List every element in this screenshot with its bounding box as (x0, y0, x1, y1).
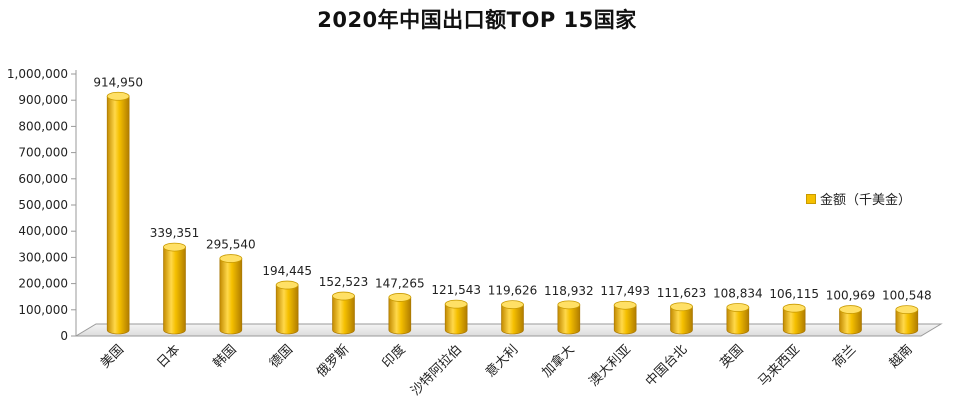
data-label: 339,351 (150, 226, 200, 240)
x-tick-label: 俄罗斯 (314, 342, 352, 380)
bar (163, 246, 186, 335)
bar (444, 303, 468, 335)
x-tick-label: 中国台北 (643, 342, 690, 389)
bar (106, 95, 130, 335)
bar-top (726, 303, 750, 312)
bar (388, 297, 412, 335)
data-label: 106,115 (769, 287, 819, 301)
x-tick-label: 意大利 (482, 342, 521, 381)
x-tick-label: 英国 (718, 342, 747, 371)
bar-top (444, 299, 468, 309)
y-tick-label: 100,000 (18, 303, 68, 317)
y-tick-label: 800,000 (18, 119, 68, 133)
bar (557, 304, 581, 335)
legend-label: 金额（千美金） (820, 193, 912, 208)
x-tick-label: 印度 (379, 342, 409, 372)
bar (613, 304, 637, 335)
x-tick-label: 越南 (886, 342, 916, 372)
bar (839, 309, 862, 335)
bar (332, 295, 355, 335)
bar-top (275, 280, 299, 290)
bar-top (670, 302, 693, 312)
data-label: 108,834 (713, 286, 763, 300)
x-tick-label: 韩国 (211, 342, 240, 371)
x-tick-label: 加拿大 (539, 342, 578, 381)
bar (670, 306, 693, 335)
y-tick-label: 400,000 (18, 224, 68, 238)
y-tick-label: 600,000 (18, 172, 68, 186)
data-label: 111,623 (657, 286, 707, 300)
y-tick-label: 900,000 (18, 93, 68, 107)
bar-top (839, 305, 862, 314)
data-label: 100,969 (826, 289, 876, 303)
y-tick-label: 1,000,000 (7, 67, 68, 81)
data-label: 914,950 (93, 75, 143, 89)
bar (219, 258, 243, 335)
chart-title: 2020年中国出口额TOP 15国家 (317, 8, 637, 32)
bar-top (163, 242, 186, 252)
x-tick-label: 马来西亚 (756, 342, 803, 389)
data-label: 119,626 (488, 284, 538, 298)
x-tick-label: 日本 (154, 342, 183, 371)
bar-top (219, 254, 243, 263)
data-label: 295,540 (206, 238, 256, 252)
bar-top (782, 303, 806, 313)
bar (782, 307, 806, 335)
bar-top (895, 305, 919, 315)
data-label: 121,543 (431, 283, 481, 297)
x-tick-label: 澳大利亚 (586, 342, 634, 390)
bar-top (106, 91, 130, 101)
data-label: 152,523 (319, 275, 369, 289)
bar-top (557, 300, 581, 310)
y-tick-label: 300,000 (18, 250, 68, 264)
bar (275, 284, 299, 335)
y-tick-label: 0 (60, 329, 68, 343)
bar-top (613, 300, 637, 310)
bar (895, 309, 919, 335)
legend: 金额（千美金） (806, 189, 911, 208)
data-label: 117,493 (600, 284, 650, 298)
data-label: 147,265 (375, 276, 425, 290)
data-label: 118,932 (544, 284, 594, 298)
x-tick-label: 荷兰 (830, 342, 859, 371)
data-label: 100,548 (882, 289, 932, 303)
bar-top (332, 291, 355, 301)
bar-top (388, 293, 412, 302)
x-tick-label: 德国 (267, 342, 296, 371)
y-tick-label: 200,000 (18, 277, 68, 291)
y-tick-label: 500,000 (18, 198, 68, 212)
data-label: 194,445 (262, 264, 312, 278)
bar (501, 304, 524, 335)
bar-top (501, 300, 524, 310)
bar (726, 307, 750, 335)
x-tick-label: 美国 (98, 342, 127, 371)
x-tick-label: 沙特阿拉伯 (408, 342, 465, 399)
y-tick-label: 700,000 (18, 146, 68, 160)
legend-swatch (806, 193, 816, 204)
